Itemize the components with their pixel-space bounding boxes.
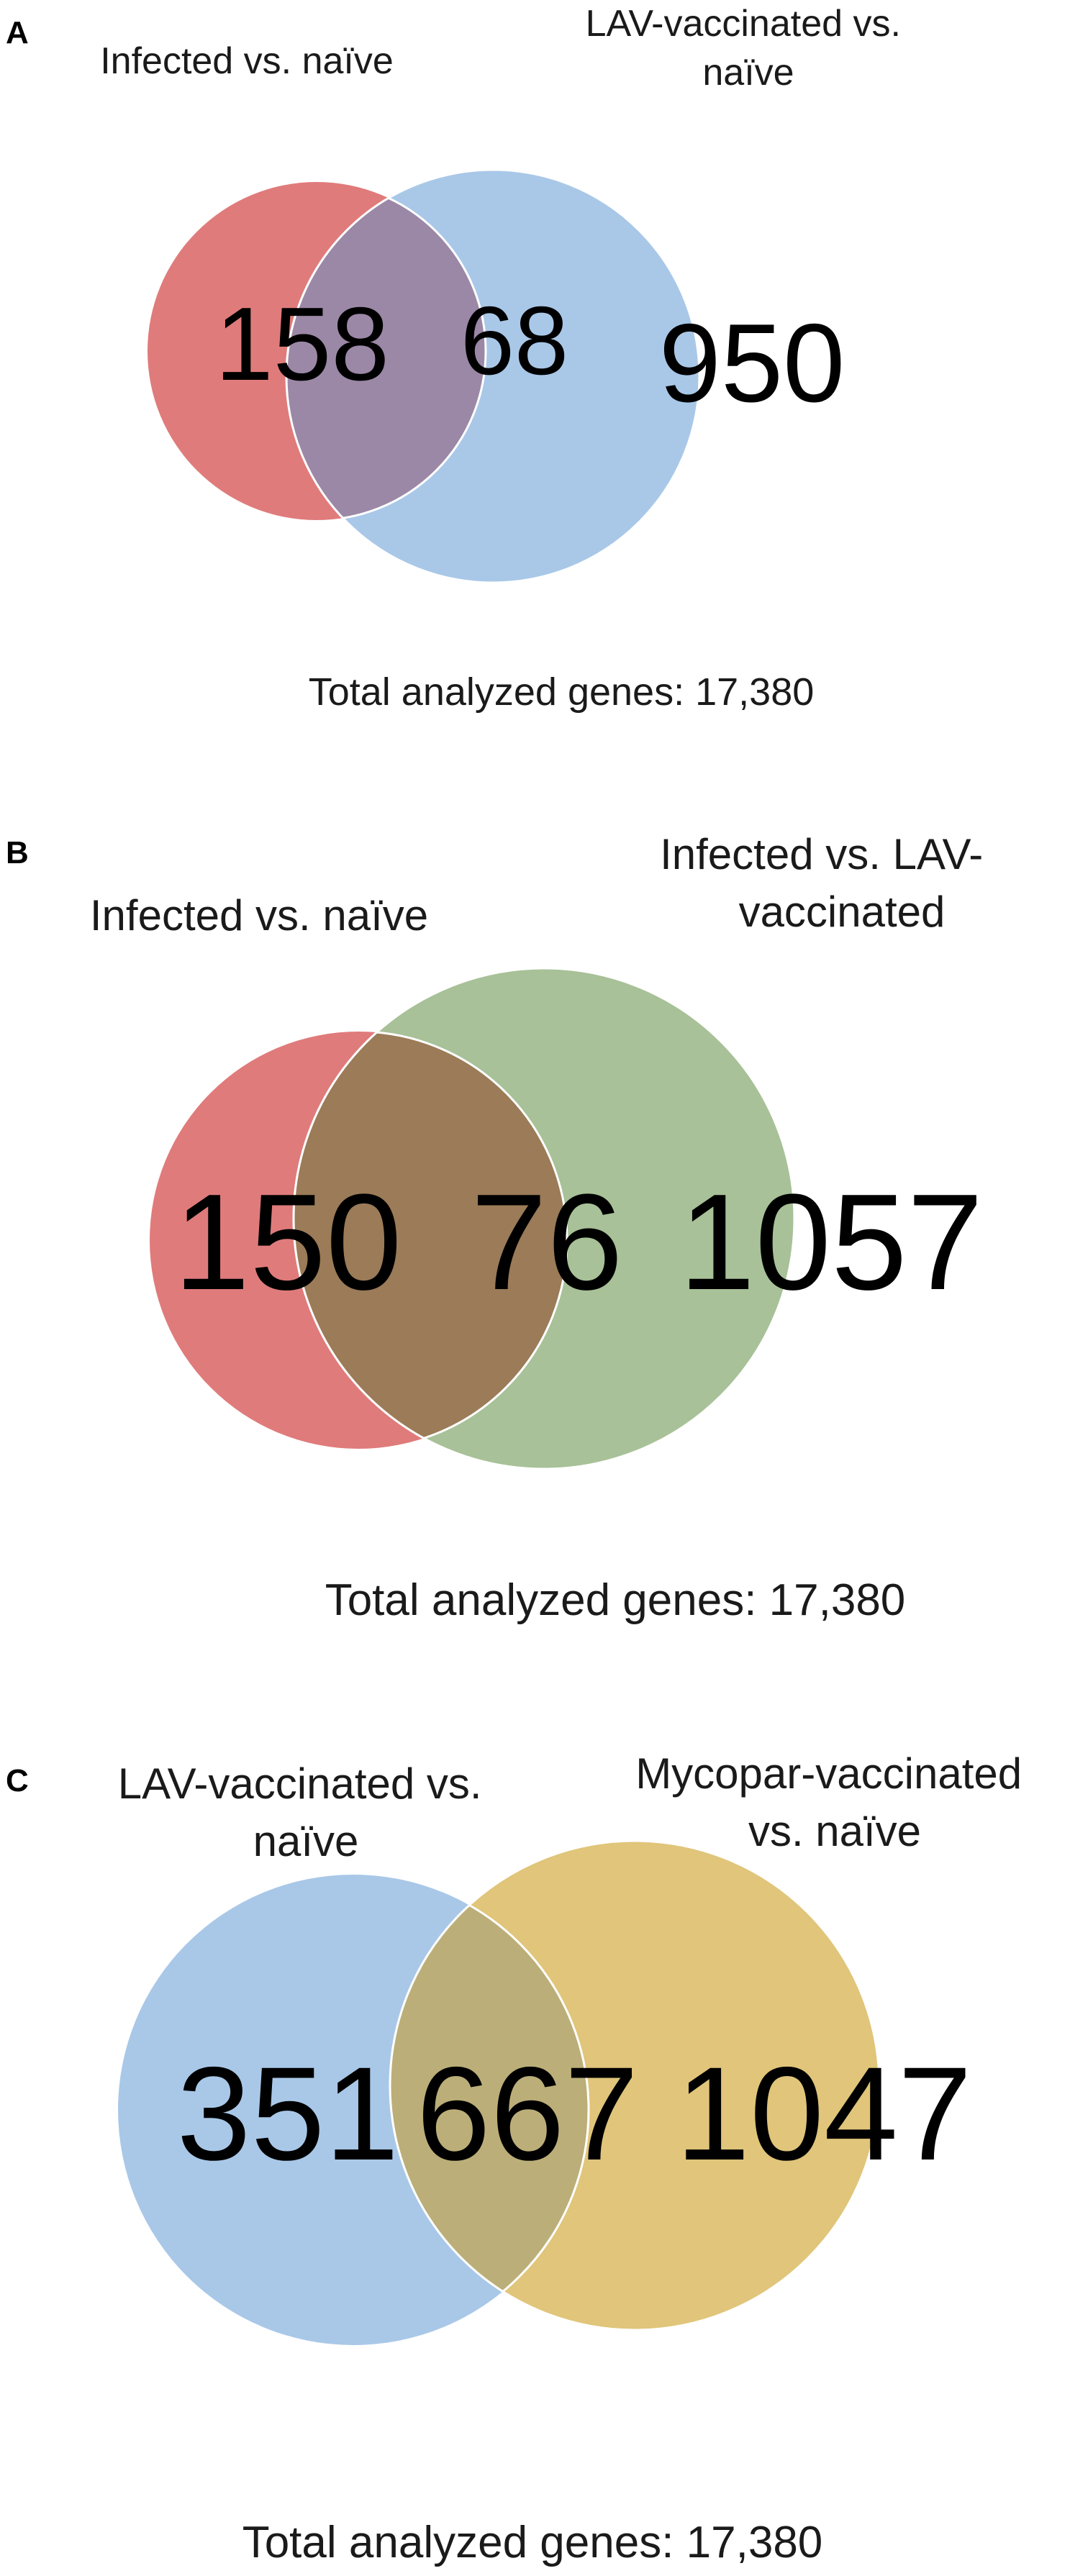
panel-a-overlap-region bbox=[286, 182, 486, 520]
panel-a-letter: A bbox=[6, 15, 29, 50]
panel-c-left-outline bbox=[390, 1873, 590, 2330]
panel-b-left-set-label: Infected vs. naïve bbox=[90, 891, 428, 939]
panel-b-total-genes: Total analyzed genes: 17,380 bbox=[325, 1575, 906, 1625]
panel-c-right-set-label: Mycopar-vaccinated vs. naïve bbox=[635, 1749, 1034, 1855]
panel-a-right-unique-count: 950 bbox=[659, 301, 845, 425]
panel-c-total-genes: Total analyzed genes: 17,380 bbox=[242, 2518, 823, 2567]
panel-c-letter: C bbox=[6, 1763, 29, 1798]
panel-c-overlap-count: 667 bbox=[417, 2040, 639, 2188]
panel-c-left-set-label: LAV-vaccinated vs. naïve bbox=[118, 1760, 494, 1865]
panel-c-overlap-region bbox=[390, 1875, 589, 2330]
panel-a-right-set-label: LAV-vaccinated vs. naïve bbox=[586, 3, 912, 94]
panel-c-left-unique-count: 351 bbox=[177, 2040, 399, 2188]
panel-c-right-unique-count: 1047 bbox=[676, 2040, 972, 2188]
panel-c-right-outline bbox=[389, 1839, 881, 2331]
panel-a-overlap-count: 68 bbox=[461, 286, 568, 395]
panel-b-left-unique-count: 150 bbox=[173, 1166, 402, 1319]
panel-a-left-unique-count: 158 bbox=[215, 286, 389, 402]
panel-b: B Infected vs. naïve Infected vs. LAV- v… bbox=[6, 830, 995, 1625]
panel-b-letter: B bbox=[6, 835, 29, 870]
panel-a: A Infected vs. naïve LAV-vaccinated vs. … bbox=[6, 3, 912, 714]
panel-b-right-unique-count: 1057 bbox=[679, 1166, 984, 1319]
panel-b-right-set-label: Infected vs. LAV- vaccinated bbox=[660, 830, 995, 936]
panel-b-right-outline bbox=[292, 967, 796, 1470]
panel-a-total-genes: Total analyzed genes: 17,380 bbox=[309, 670, 815, 714]
panel-a-right-outline bbox=[285, 168, 701, 584]
panel-b-overlap-count: 76 bbox=[471, 1166, 622, 1319]
panel-b-overlap-region bbox=[294, 1032, 567, 1449]
panel-a-left-set-label: Infected vs. naïve bbox=[100, 40, 394, 82]
panel-c: C LAV-vaccinated vs. naïve Mycopar-vacci… bbox=[6, 1749, 1034, 2567]
